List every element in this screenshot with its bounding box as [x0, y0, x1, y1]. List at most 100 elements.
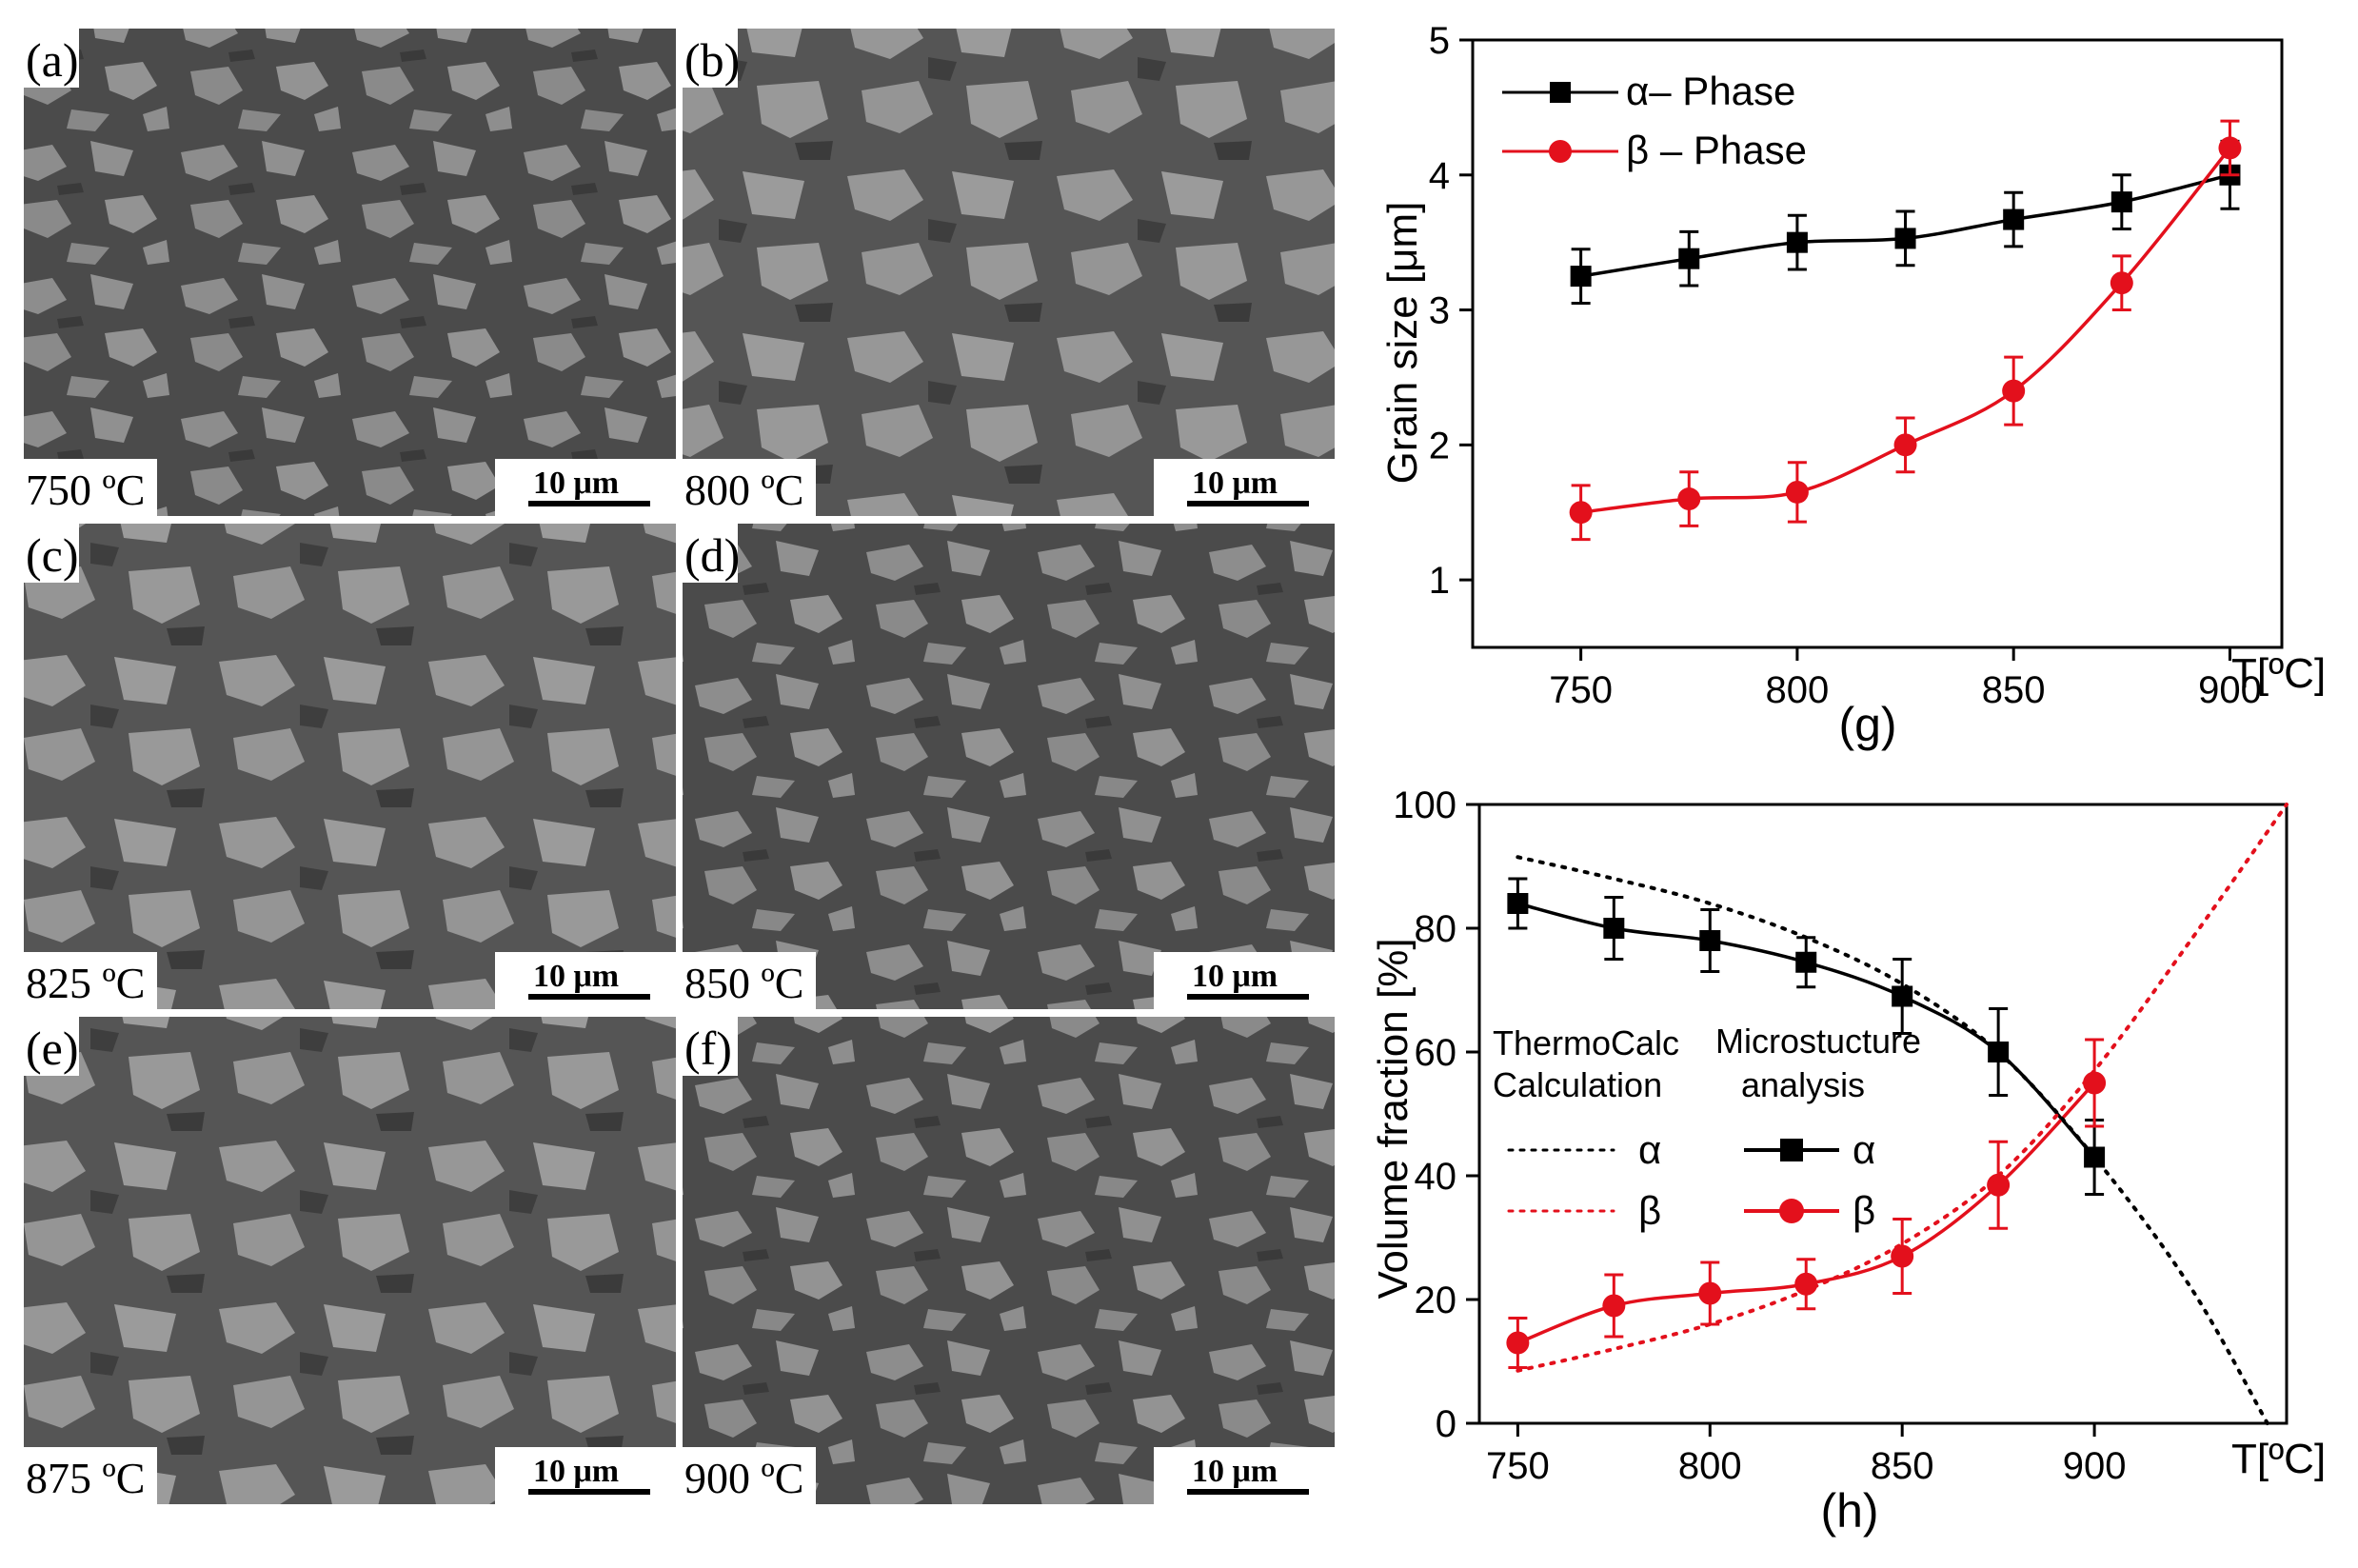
chart-g-ytick-label: 5: [1429, 20, 1450, 62]
chart-h: 750 800 850 900 0 20 40 60 80 100 Volume fraction…: [1370, 784, 2326, 1538]
chart-g-xtick-label: 800: [1766, 669, 1830, 711]
chart-g-point: [1785, 480, 1809, 504]
chart-g-panel-label: (g): [1838, 698, 1896, 751]
chart-g-xlabel: T[ºC]: [2231, 650, 2326, 697]
micrograph-b: (b) 800 ºC 10 μm: [683, 29, 1335, 516]
micrograph-c: (c) 825 ºC 10 μm: [24, 524, 676, 1009]
micrograph-letter: (e): [26, 1022, 79, 1075]
chart-g-ytick-label: 3: [1429, 290, 1450, 332]
micro-title-line2: analysis: [1741, 1065, 1865, 1104]
chart-g-point: [1678, 248, 1700, 269]
chart-g-point: [2003, 208, 2025, 230]
micrograph-temperature: 900 ºC: [684, 1454, 803, 1502]
chart-g-ytick-label: 1: [1429, 560, 1450, 602]
chart-g-ytick-label: 4: [1429, 155, 1450, 197]
scale-bar-label: 10 μm: [533, 959, 619, 994]
chart-h-point: [1987, 1173, 2011, 1197]
legend-thermo-alpha: α: [1638, 1127, 1661, 1172]
micrograph-letter: (b): [684, 33, 740, 87]
chart-g-xtick-label: 750: [1549, 669, 1613, 711]
scale-bar: [1187, 1489, 1309, 1495]
chart-h-point: [1795, 951, 1817, 973]
chart-h-xtick-label: 850: [1871, 1445, 1934, 1487]
chart-g-point: [1570, 266, 1592, 288]
micrograph-d: (d) 850 ºC 10 μm: [683, 524, 1335, 1009]
scale-bar-label: 10 μm: [1192, 959, 1278, 994]
chart-h-panel-label: (h): [1820, 1484, 1878, 1538]
micrograph-temperature: 750 ºC: [26, 466, 145, 514]
chart-h-xtick-label: 750: [1486, 1445, 1550, 1487]
chart-g-point: [2110, 271, 2133, 295]
legend-beta-phase: β – Phase: [1626, 128, 1807, 172]
chart-h-point: [1794, 1272, 1818, 1296]
micrograph-temperature: 850 ºC: [684, 959, 803, 1007]
legend-micro-beta: β: [1853, 1188, 1875, 1233]
micrograph-a: (a) 750 ºC 10 μm: [24, 29, 676, 516]
chart-g-point: [1569, 501, 1593, 525]
chart-h-xtick-label: 900: [2063, 1445, 2127, 1487]
chart-g-point: [1677, 487, 1701, 511]
micrograph-e: (e) 875 ºC 10 μm: [24, 1017, 676, 1504]
chart-h-legend: α α β β: [1507, 1127, 1875, 1233]
chart-g-point: [1786, 231, 1808, 253]
chart-h-point: [1506, 1331, 1530, 1355]
micrograph-temperature: 875 ºC: [26, 1454, 145, 1502]
scale-bar-label: 10 μm: [1192, 466, 1278, 501]
chart-h-ytick-label: 60: [1415, 1032, 1457, 1074]
chart-h-series-line-2: [1516, 855, 2269, 1425]
chart-g-point: [2110, 191, 2132, 213]
chart-g-xtick-label: 900: [2198, 669, 2262, 711]
chart-g-point: [1894, 228, 1916, 249]
legend-marker-square: [1780, 1139, 1803, 1161]
chart-h-xlabel: T[ºC]: [2231, 1436, 2326, 1482]
chart-h-point: [1892, 985, 1913, 1007]
scale-bar: [1187, 501, 1309, 506]
micrograph-letter: (a): [26, 33, 79, 87]
scale-bar: [528, 1489, 650, 1495]
chart-h-xtick-label: 800: [1678, 1445, 1742, 1487]
micrograph-letter: (c): [26, 528, 79, 582]
chart-h-ytick-label: 100: [1393, 784, 1456, 826]
scale-bar-label: 10 μm: [533, 466, 619, 501]
chart-h-point: [1603, 918, 1625, 939]
thermocalc-title-line1: ThermoCalc: [1493, 1023, 1679, 1062]
chart-g-legend: α– Phase β – Phase: [1502, 69, 1807, 172]
chart-g-point: [2002, 379, 2026, 403]
scale-bar-label: 10 μm: [1192, 1454, 1278, 1489]
scale-bar: [528, 994, 650, 1000]
legend-marker-circle: [1549, 140, 1572, 163]
micrograph-letter: (f): [684, 1022, 732, 1075]
legend-alpha-phase: α– Phase: [1626, 69, 1795, 113]
chart-g-frame: [1471, 38, 2284, 649]
chart-h-point: [1507, 893, 1529, 914]
micrograph-temperature: 800 ºC: [684, 466, 803, 514]
chart-h-ytick-label: 80: [1415, 908, 1457, 950]
chart-g-ylabel: Grain size [μm]: [1379, 202, 1426, 485]
micro-title-line1: Microstucture: [1715, 1022, 1921, 1061]
legend-marker-square: [1550, 82, 1571, 103]
chart-g-point: [1893, 433, 1917, 457]
chart-h-frame: [1477, 803, 2289, 1425]
legend-thermo-beta: β: [1638, 1188, 1661, 1233]
chart-h-point: [1698, 1281, 1722, 1305]
scale-bar-label: 10 μm: [533, 1454, 619, 1489]
chart-h-point: [2083, 1071, 2107, 1095]
chart-h-ytick-label: 40: [1415, 1156, 1457, 1198]
chart-h-point: [1602, 1294, 1626, 1318]
chart-g-point: [2218, 136, 2242, 160]
micrograph-temperature: 825 ºC: [26, 959, 145, 1007]
chart-h-point: [1891, 1244, 1914, 1268]
chart-h-ytick-label: 0: [1436, 1403, 1456, 1445]
thermocalc-title-line2: Calculation: [1493, 1065, 1662, 1104]
legend-micro-alpha: α: [1853, 1127, 1875, 1172]
micrograph-letter: (d): [684, 528, 740, 582]
chart-h-ylabel: Volume fraction [%]: [1370, 938, 1417, 1299]
chart-h-point: [1699, 930, 1721, 951]
chart-h-annotations: ThermoCalc Calculation Microstucture ana…: [1493, 1022, 1921, 1104]
chart-h-ytick-label: 20: [1415, 1280, 1457, 1321]
scale-bar: [1187, 994, 1309, 1000]
chart-g-ytick-label: 2: [1429, 425, 1450, 466]
scale-bar: [528, 501, 650, 506]
